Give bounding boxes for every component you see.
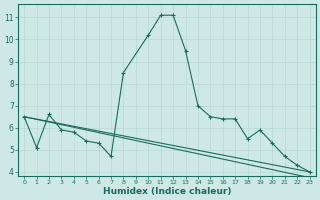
X-axis label: Humidex (Indice chaleur): Humidex (Indice chaleur) [103,187,231,196]
